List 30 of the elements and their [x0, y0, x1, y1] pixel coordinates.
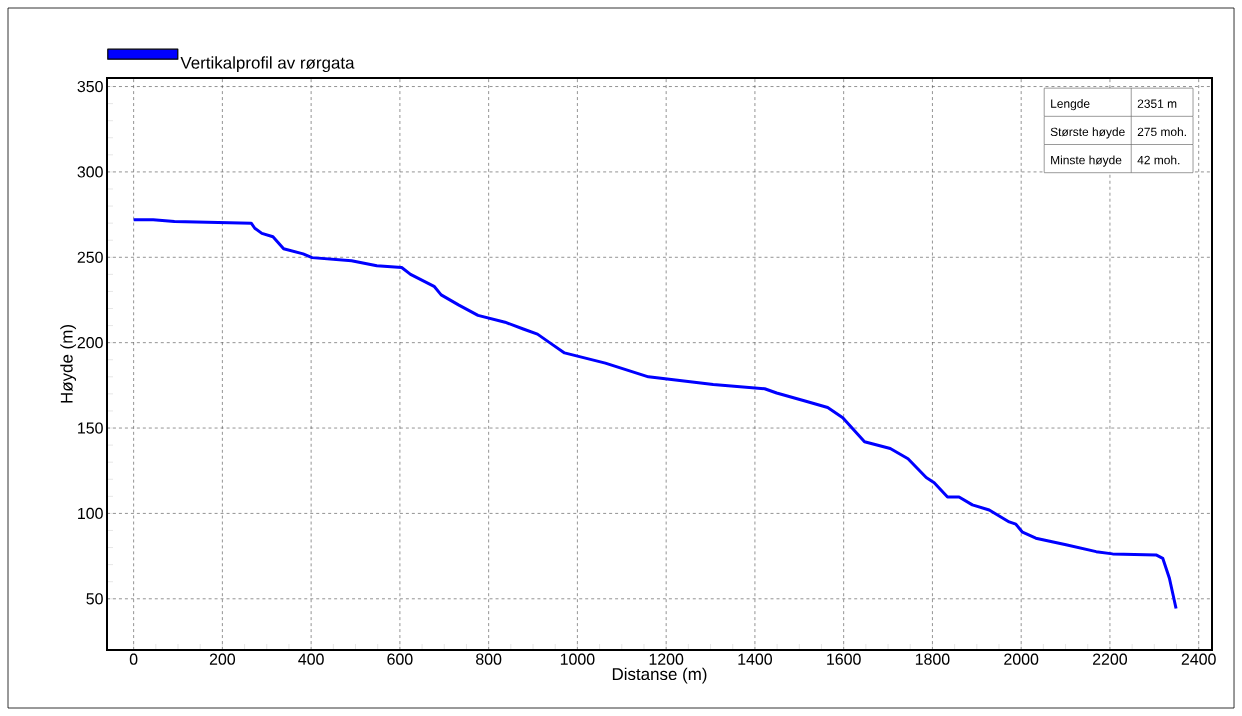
x-tick-label: 1000	[560, 653, 595, 665]
annotation: Lengde	[1051, 99, 1090, 111]
x-tick-label: 2000	[1004, 653, 1039, 665]
line-series	[132, 218, 1178, 611]
y-tick-label: 250	[77, 251, 103, 263]
x-tick-label: 2400	[1181, 653, 1216, 665]
y-tick-label: 150	[78, 422, 103, 434]
x-tick-label: 200	[209, 653, 236, 665]
y-tick-label: 100	[78, 507, 103, 520]
annotation: 275 moh.	[1137, 127, 1186, 137]
x-tick-label: 400	[298, 653, 324, 665]
legend-label: Vertikalprofil av rørgata	[180, 56, 355, 73]
y-tick-label: 200	[77, 337, 103, 349]
x-tick-label: 0	[129, 653, 138, 665]
x-tick-label: 800	[476, 653, 502, 665]
x-tick-label: 1600	[827, 653, 861, 665]
x-tick-label: 1200	[649, 653, 684, 665]
x-tick-label: 1400	[738, 653, 773, 665]
annotation: Største høyde	[1050, 127, 1125, 139]
y-tick-label: 300	[77, 166, 103, 178]
y-tick-label: 350	[77, 80, 103, 93]
x-tick-label: 600	[387, 653, 413, 665]
annotation: 42 moh.	[1137, 155, 1180, 165]
y-axis-title: Høyde (m)	[60, 325, 77, 403]
annotation: 2351 m	[1137, 99, 1177, 108]
x-tick-label: 1800	[915, 653, 950, 665]
x-axis-title: Distanse (m)	[612, 667, 707, 684]
annotation: Minste høyde	[1051, 155, 1122, 167]
x-tick-label: 2200	[1093, 653, 1128, 665]
y-tick-label: 50	[86, 593, 103, 605]
